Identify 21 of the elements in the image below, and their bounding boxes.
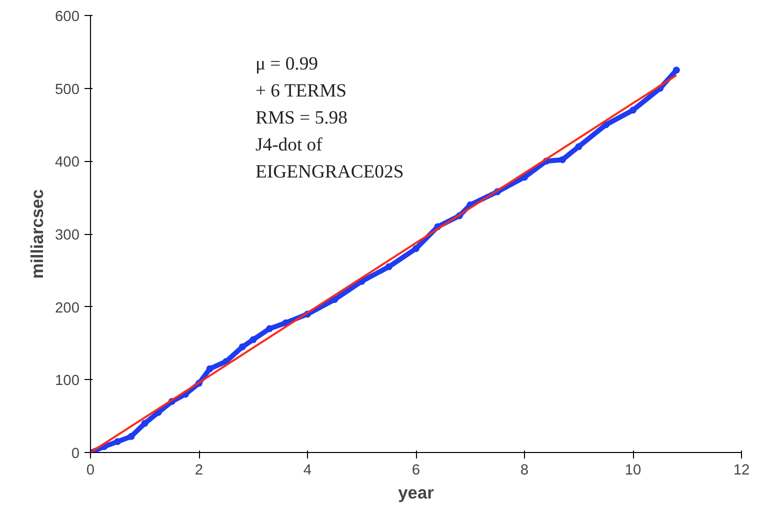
y-axis-title: milliarcsec <box>27 188 48 279</box>
x-axis-title: year <box>398 482 434 502</box>
x-tick-label: 6 <box>412 462 420 478</box>
annotation: RMS = 5.98 <box>256 108 348 128</box>
annotation: + 6 TERMS <box>256 80 347 102</box>
y-tick-label: 600 <box>55 9 80 25</box>
x-tick-label: 8 <box>520 462 529 478</box>
x-tick-label: 2 <box>194 462 204 478</box>
y-tick-label: 300 <box>55 228 80 244</box>
x-tick-label: 0 <box>86 462 95 478</box>
annotation: J4-dot of <box>256 134 324 156</box>
x-tick-label: 12 <box>733 462 750 478</box>
annotation: μ = 0.99 <box>256 54 318 74</box>
y-tick-label: 500 <box>55 82 80 98</box>
y-tick-label: 0 <box>71 446 80 462</box>
y-tick-label: 200 <box>55 300 80 316</box>
y-tick-label: 400 <box>55 154 80 171</box>
x-tick-label: 4 <box>303 462 312 478</box>
annotation: EIGENGRACE02S <box>256 162 404 182</box>
x-tick-label: 10 <box>624 462 642 478</box>
y-tick-label: 100 <box>55 373 80 390</box>
